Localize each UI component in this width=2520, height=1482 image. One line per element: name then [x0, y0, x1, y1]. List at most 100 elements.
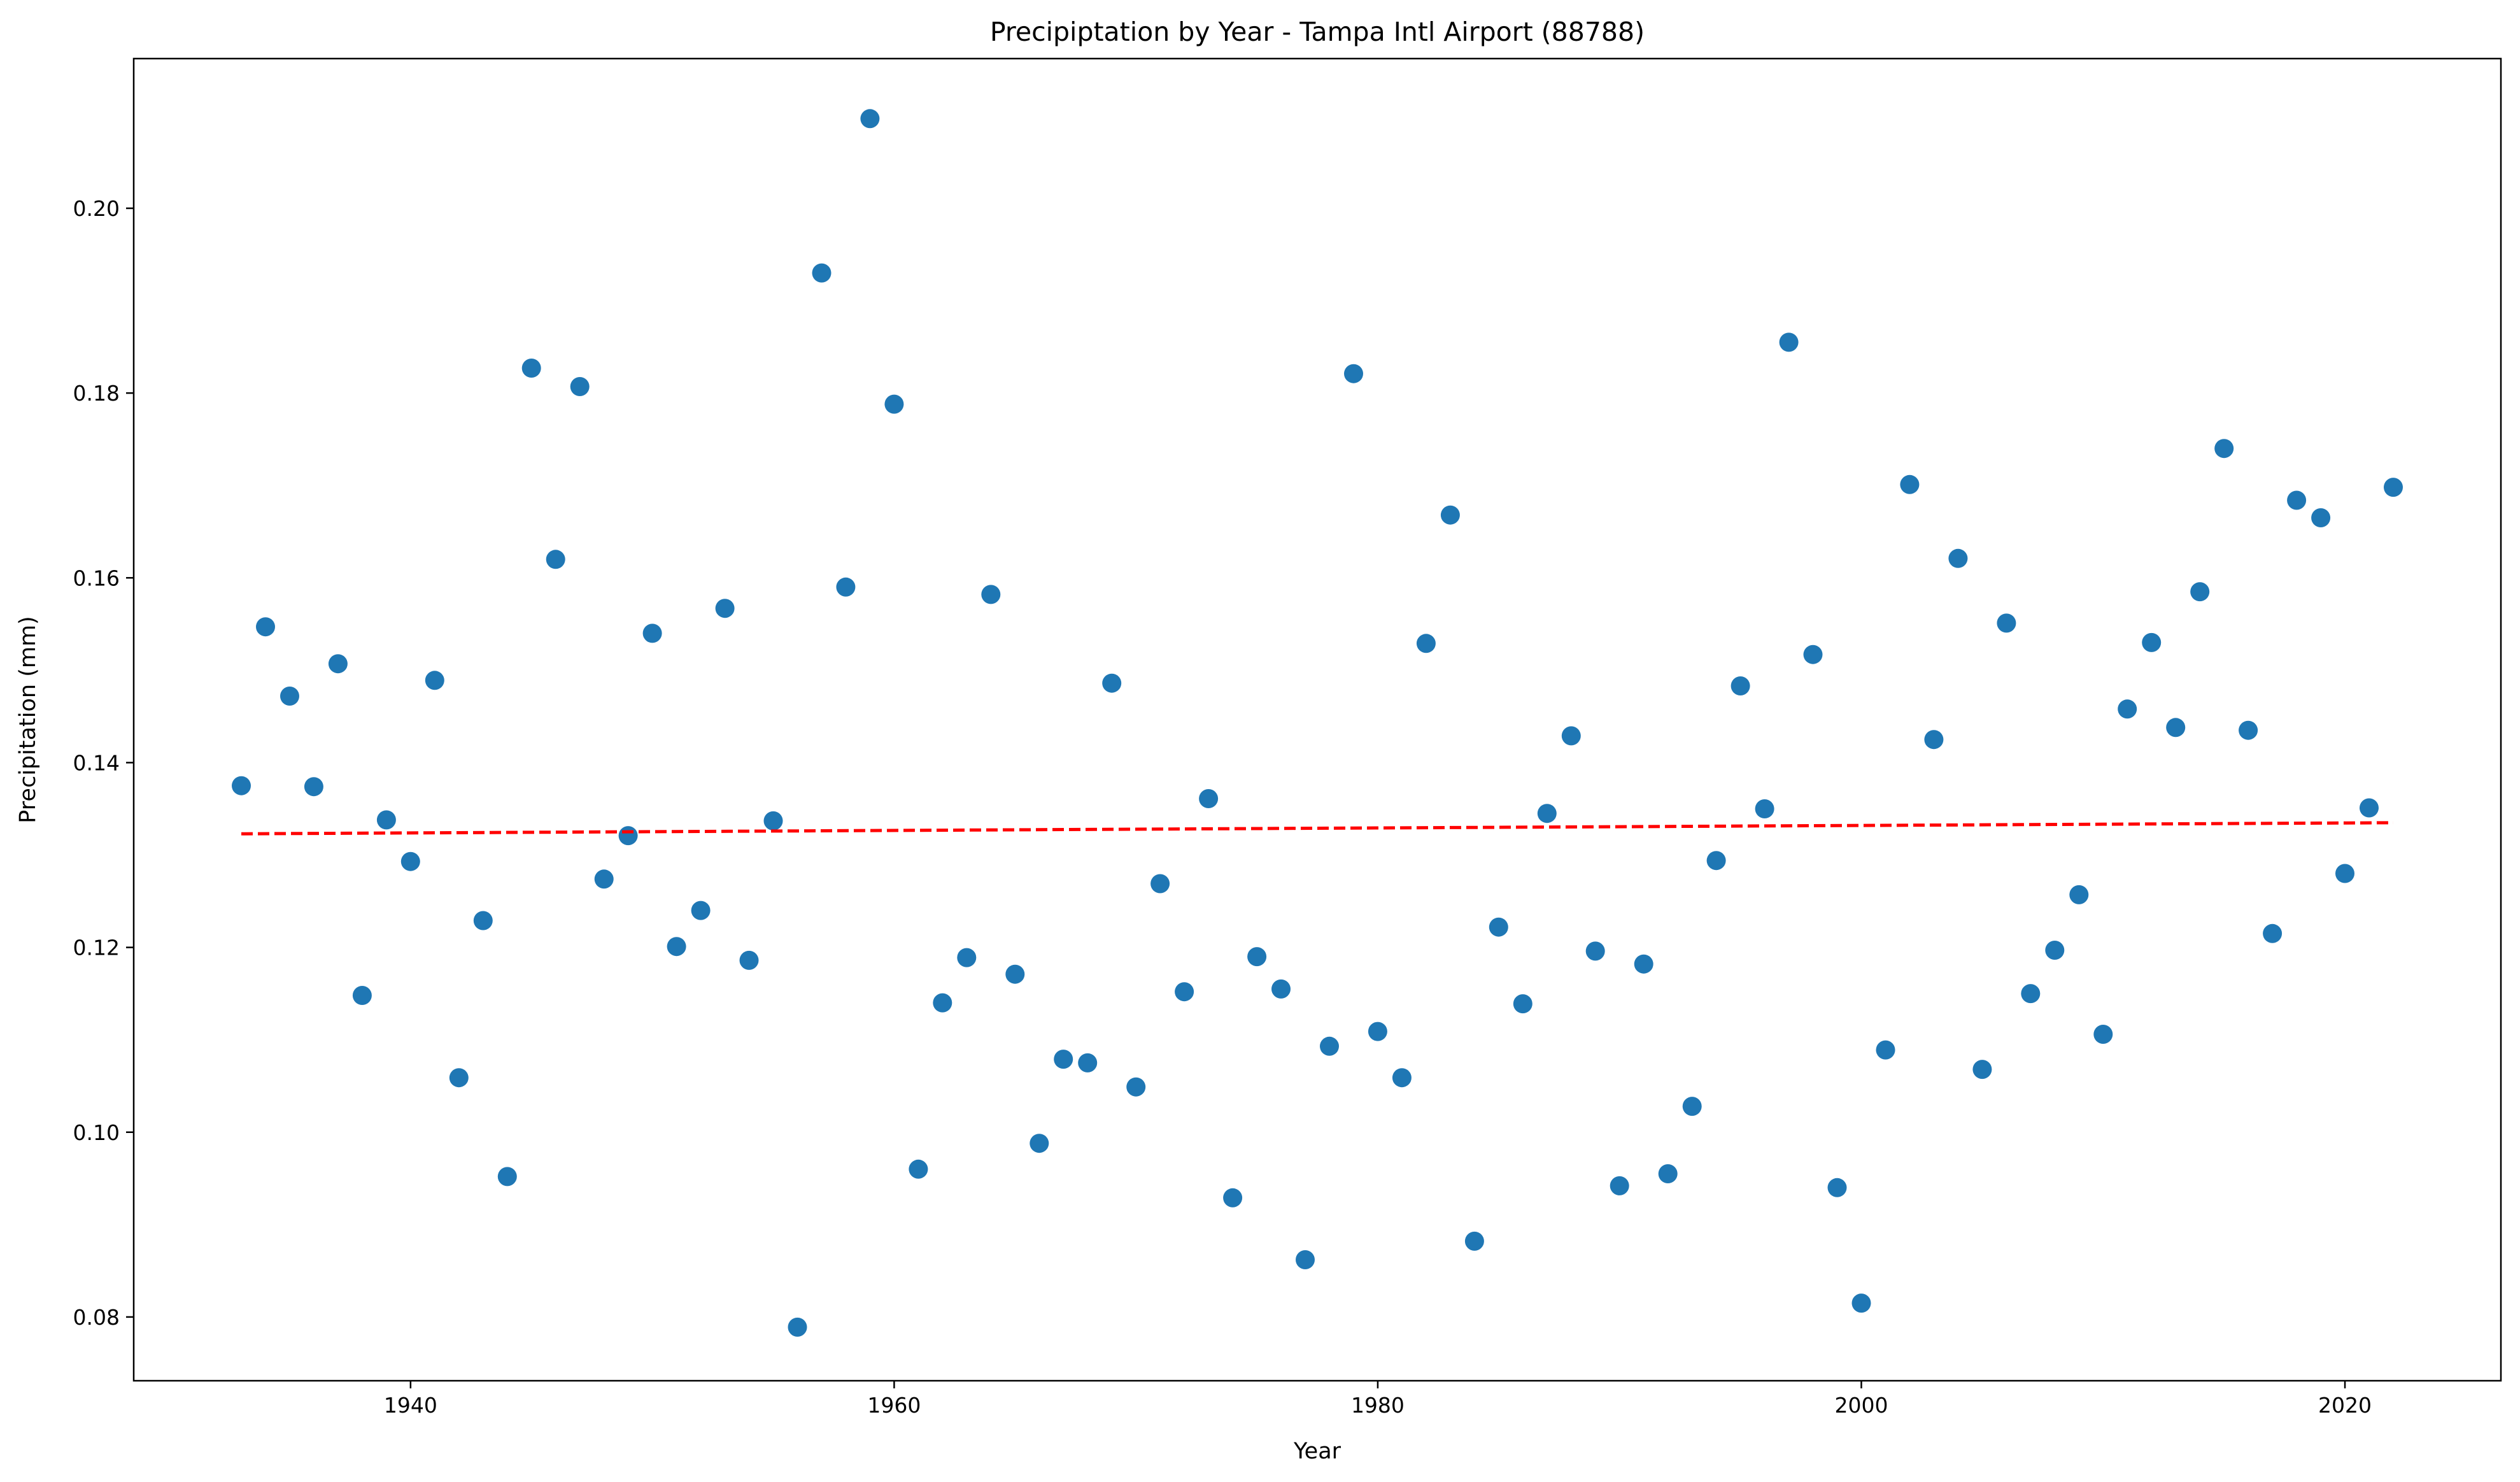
data-point	[1658, 1164, 1678, 1183]
data-point	[909, 1159, 928, 1179]
data-point	[256, 617, 275, 637]
data-point	[570, 377, 590, 396]
plot-area	[232, 109, 2403, 1337]
data-point	[2021, 984, 2041, 1004]
data-point	[425, 671, 444, 690]
data-point	[763, 811, 783, 830]
data-point	[2190, 582, 2210, 602]
data-point	[1513, 994, 1533, 1014]
data-point	[1561, 726, 1581, 746]
data-point	[836, 577, 856, 597]
data-point	[232, 776, 251, 795]
data-point	[1634, 954, 1653, 974]
x-tick-label: 2020	[2318, 1393, 2372, 1418]
x-tick-label: 2000	[1835, 1393, 1888, 1418]
data-point	[1731, 676, 1750, 695]
data-point	[2360, 798, 2379, 818]
data-point	[2045, 941, 2065, 960]
data-point	[2093, 1025, 2113, 1044]
data-point	[1247, 947, 1267, 967]
y-tick-label: 0.12	[73, 936, 120, 960]
data-point	[1779, 332, 1799, 352]
data-point	[691, 901, 711, 920]
data-point	[352, 986, 372, 1005]
data-point	[328, 654, 348, 674]
data-point	[812, 263, 832, 283]
data-point	[1900, 474, 1920, 494]
data-point	[1271, 979, 1291, 999]
x-axis: 1940 1960 1980 2000 2020	[384, 1381, 2372, 1418]
data-point	[521, 359, 541, 378]
y-axis-label: Precipitation (mm)	[15, 616, 41, 823]
y-tick-label: 0.20	[73, 196, 120, 221]
data-point	[1102, 673, 1122, 693]
y-axis: 0.08 0.10 0.12 0.14 0.16 0.18 0.20	[73, 196, 134, 1330]
data-point	[1150, 874, 1170, 894]
data-point	[2239, 720, 2258, 740]
data-point	[1199, 789, 1219, 808]
data-point	[1030, 1134, 1049, 1153]
axes-frame	[132, 57, 2502, 1382]
data-point	[2311, 508, 2331, 527]
data-point	[2214, 439, 2234, 459]
data-point	[1296, 1250, 1315, 1269]
y-tick-label: 0.18	[73, 381, 120, 406]
data-point	[1126, 1077, 1146, 1097]
chart-title: Precipiptation by Year - Tampa Intl Airp…	[990, 17, 1645, 47]
data-point	[1924, 730, 1944, 750]
data-point	[1997, 613, 2016, 633]
x-axis-label: Year	[1293, 1439, 1341, 1464]
data-point	[739, 950, 759, 970]
data-point	[2142, 632, 2162, 652]
data-point	[618, 826, 638, 846]
x-tick-label: 1940	[384, 1393, 437, 1418]
data-point	[1755, 799, 1774, 818]
data-point	[642, 623, 662, 643]
data-point	[1876, 1040, 1895, 1060]
y-tick-label: 0.10	[73, 1120, 120, 1145]
data-point	[1392, 1068, 1412, 1088]
data-point	[1175, 982, 1194, 1002]
x-tick-label: 1980	[1351, 1393, 1405, 1418]
data-point	[1440, 505, 1460, 525]
data-point	[1489, 917, 1508, 937]
data-point	[2118, 699, 2137, 719]
data-point	[449, 1068, 469, 1088]
data-point	[2166, 718, 2186, 737]
data-point	[1416, 634, 1436, 653]
data-point	[2287, 490, 2307, 510]
data-point	[594, 869, 614, 889]
y-tick-label: 0.14	[73, 750, 120, 775]
data-point	[497, 1167, 517, 1186]
data-point	[860, 109, 880, 129]
data-point	[957, 948, 977, 967]
data-point	[546, 550, 565, 569]
data-point	[1464, 1231, 1484, 1251]
data-point	[715, 599, 735, 618]
data-point	[1972, 1060, 1992, 1079]
data-point	[2335, 864, 2354, 883]
data-point	[1706, 851, 1726, 871]
data-point	[884, 394, 904, 414]
data-point	[2384, 478, 2403, 497]
data-point	[2263, 923, 2283, 943]
data-point	[1368, 1022, 1387, 1041]
data-point	[1344, 364, 1363, 383]
data-point	[933, 993, 952, 1013]
data-point	[1948, 548, 1968, 568]
data-point	[1851, 1293, 1871, 1313]
data-point	[1537, 804, 1557, 823]
data-point	[788, 1317, 807, 1337]
data-point	[1320, 1036, 1339, 1056]
data-point	[1078, 1053, 1098, 1072]
data-point	[304, 777, 323, 797]
data-point	[1223, 1188, 1243, 1208]
data-point	[1803, 645, 1823, 664]
data-point	[667, 937, 686, 957]
data-point	[1610, 1176, 1629, 1195]
data-point	[376, 810, 396, 830]
data-point	[1682, 1097, 1702, 1116]
data-point	[400, 851, 420, 871]
data-point	[1827, 1178, 1847, 1197]
